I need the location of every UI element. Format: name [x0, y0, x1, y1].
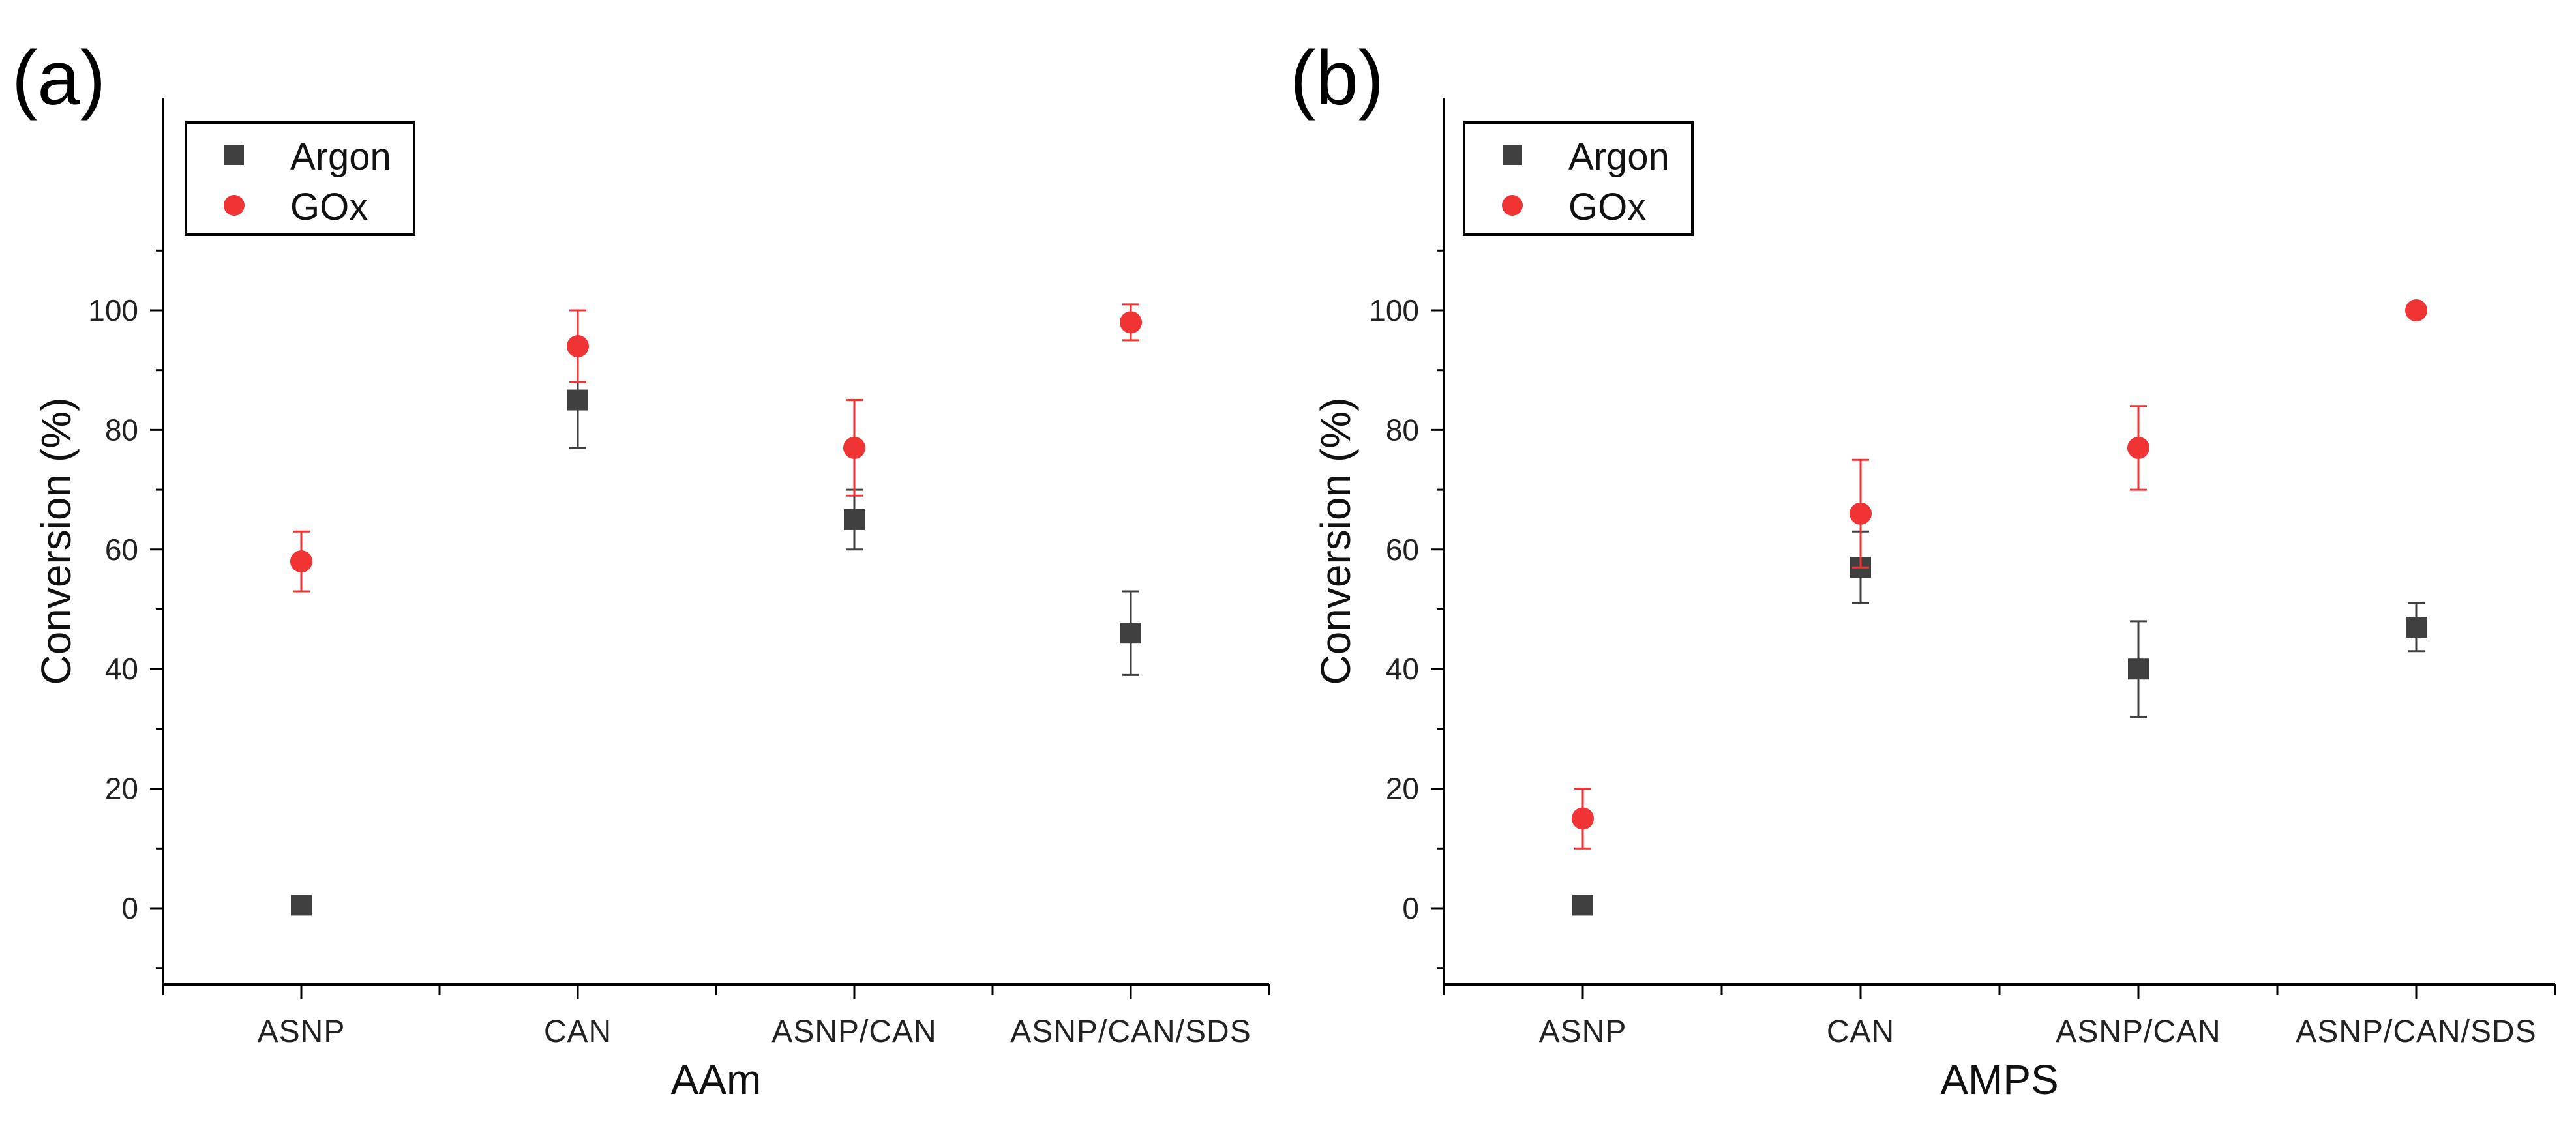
x-tick-label-a: ASNP [258, 1014, 346, 1049]
legend-marker-gox-b [1502, 195, 1523, 216]
legend-box-b [1463, 121, 1694, 236]
x-ticks-a: ASNP CAN ASNP/CAN ASNP/CAN/SDS [162, 984, 1270, 1049]
data-point-argon-b [2128, 658, 2149, 680]
y-axis-title-b: Conversion (%) [1312, 397, 1359, 685]
legend-label-argon-b: Argon [1568, 136, 1670, 178]
y-tick-label-b: 100 [1369, 293, 1419, 327]
x-tick-label-a: ASNP/CAN/SDS [1010, 1014, 1251, 1049]
panel-label-b: (b) [1290, 35, 1384, 121]
legend-marker-argon-b [1503, 145, 1522, 165]
y-tick-label-b: 20 [1386, 772, 1419, 806]
data-point-gox-a [290, 550, 312, 573]
y-tick-label-a: 80 [105, 413, 138, 447]
y-tick-label-b: 40 [1386, 652, 1419, 686]
x-ticks-b: ASNP CAN ASNP/CAN ASNP/CAN/SDS [1443, 984, 2556, 1049]
legend-label-argon-a: Argon [290, 136, 391, 178]
legend-b: Argon GOx [1463, 121, 1694, 236]
y-tick-label-a: 60 [105, 533, 138, 567]
data-point-argon-b [2406, 617, 2427, 638]
legend-marker-argon-a [224, 145, 244, 165]
data-points-b [1572, 299, 2427, 916]
y-ticks-b: 0 20 40 60 80 100 [1369, 249, 1444, 969]
legend-label-gox-b: GOx [1568, 186, 1646, 228]
y-tick-label-b: 0 [1402, 891, 1419, 925]
chart-panel-b: (b) 0 20 40 60 80 100 ASNP CAN ASNP/CAN ASNP/CAN… [1290, 35, 2556, 1103]
data-point-gox-b [1850, 502, 1872, 525]
data-point-argon-a [844, 509, 865, 530]
y-axis-title-a: Conversion (%) [33, 397, 80, 685]
data-point-argon-a [1120, 623, 1141, 644]
data-point-argon-b [1572, 895, 1593, 916]
data-point-gox-b [1572, 807, 1594, 830]
data-point-gox-b [2405, 299, 2427, 321]
data-points-a [290, 303, 1142, 916]
data-point-argon-a [567, 389, 588, 411]
legend-box-a [185, 121, 415, 236]
data-point-gox-a [843, 436, 865, 459]
legend-label-gox-a: GOx [290, 186, 368, 228]
x-tick-label-a: ASNP/CAN [771, 1014, 936, 1049]
data-point-argon-a [291, 895, 312, 916]
legend-a: Argon GOx [185, 121, 415, 236]
x-tick-label-b: ASNP/CAN [2056, 1014, 2221, 1049]
legend-marker-gox-a [224, 195, 245, 216]
y-tick-label-a: 100 [88, 293, 138, 327]
data-point-gox-a [567, 335, 589, 358]
panel-label-a: (a) [12, 35, 106, 121]
x-tick-label-a: CAN [544, 1014, 612, 1049]
data-point-gox-a [1120, 311, 1142, 334]
y-ticks-a: 0 20 40 60 80 100 [88, 249, 163, 969]
y-tick-label-a: 40 [105, 652, 138, 686]
data-point-gox-b [2127, 436, 2149, 459]
y-tick-label-b: 80 [1386, 413, 1419, 447]
y-tick-label-b: 60 [1386, 533, 1419, 567]
x-tick-label-b: CAN [1827, 1014, 1895, 1049]
x-axis-title-a: AAm [671, 1056, 762, 1103]
x-axis-title-b: AMPS [1940, 1056, 2058, 1103]
y-tick-label-a: 20 [105, 772, 138, 806]
chart-panel-a: (a) 0 20 40 60 80 100 ASNP CAN ASNP/CAN ASNP/CAN… [12, 35, 1270, 1103]
x-tick-label-b: ASNP/CAN/SDS [2296, 1014, 2536, 1049]
x-tick-label-b: ASNP [1539, 1014, 1627, 1049]
y-tick-label-a: 0 [121, 891, 138, 925]
